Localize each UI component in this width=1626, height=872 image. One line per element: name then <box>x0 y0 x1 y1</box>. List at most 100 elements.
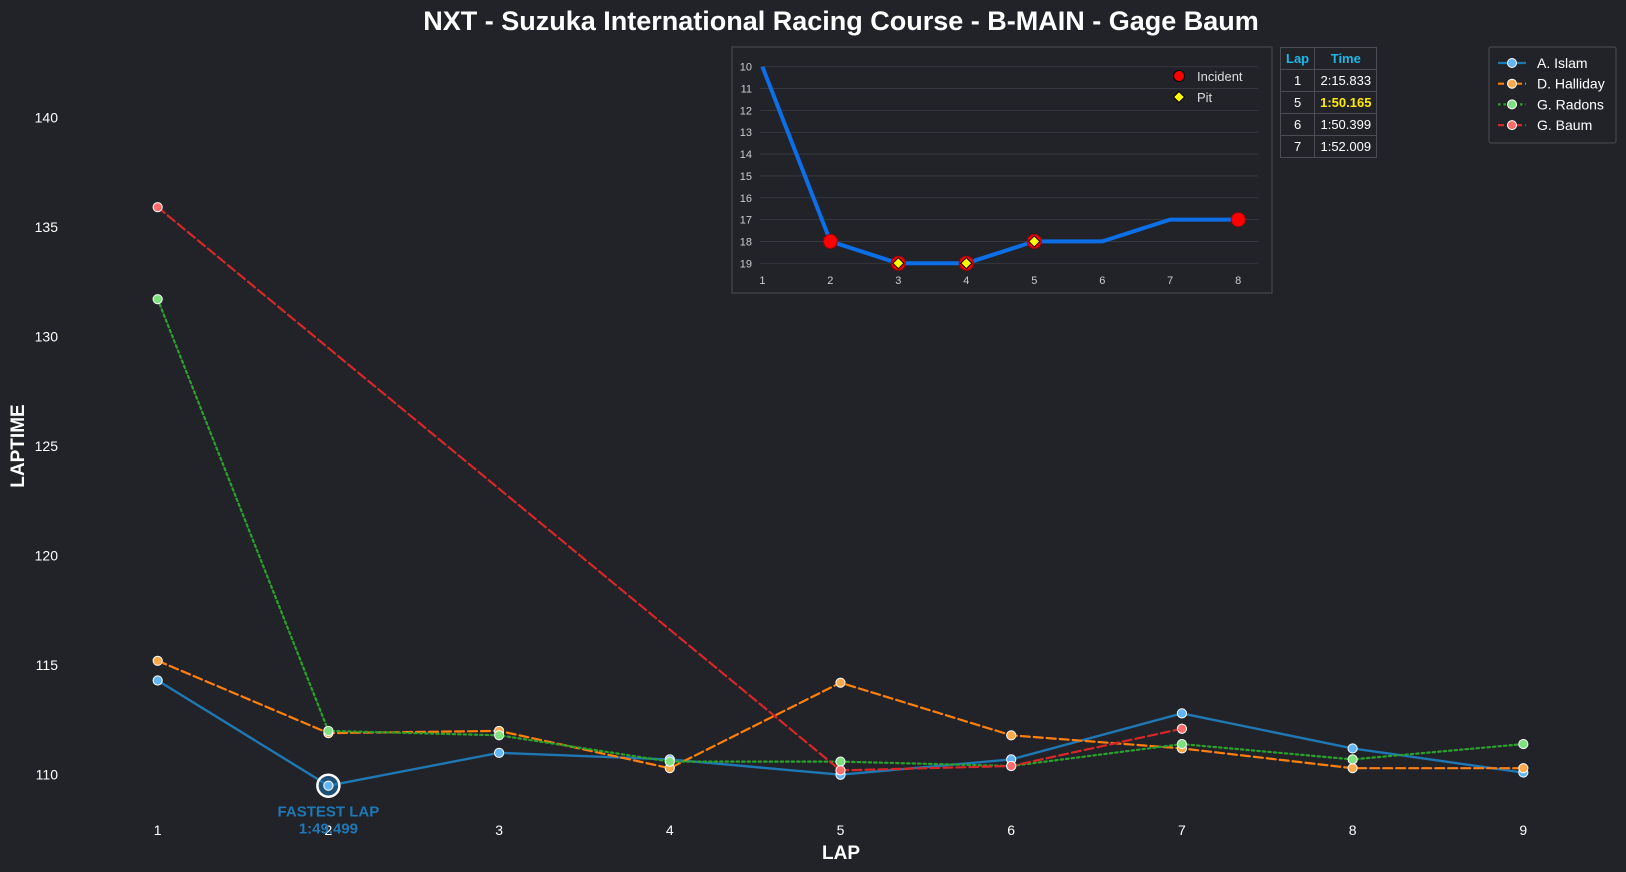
data-point <box>1347 743 1358 754</box>
lap-cell: 7 <box>1279 135 1316 158</box>
time-cell: 1:50.399 <box>1314 113 1378 136</box>
inset-y-tick-label: 11 <box>741 84 752 96</box>
inset-legend-pit-marker <box>1172 90 1186 104</box>
lap-cell: 1 <box>1279 69 1316 92</box>
inset-y-tick-label: 19 <box>740 258 752 270</box>
data-point <box>323 725 334 737</box>
inset-x-tick-label: 7 <box>1167 275 1173 287</box>
table-row: 1 2:15.833 <box>1279 69 1378 92</box>
fastest-lap-label: FASTEST LAP <box>278 804 380 821</box>
table-row: 6 1:50.399 <box>1279 113 1378 136</box>
series-g-radons <box>152 294 1529 772</box>
inset-legend-incident-marker <box>1173 70 1185 82</box>
legend-item: G. Baum <box>1537 117 1592 133</box>
legend-swatch-marker <box>1507 99 1517 110</box>
time-cell: 2:15.833 <box>1314 69 1378 92</box>
data-point <box>1347 754 1358 765</box>
incident-marker <box>1230 212 1246 228</box>
data-point <box>1006 760 1017 772</box>
y-tick-label: 140 <box>35 109 59 125</box>
inset-legend-pit: Pit <box>1197 90 1213 105</box>
inset-y-tick-label: 18 <box>740 236 752 248</box>
x-tick-label: 3 <box>495 822 503 838</box>
legend-item: A. Islam <box>1537 55 1588 71</box>
inset-y-tick-label: 12 <box>740 105 752 117</box>
incident-marker <box>822 233 838 249</box>
fastest-lap-point <box>323 780 334 791</box>
x-tick-labels: 1 2 3 4 5 6 7 8 9 <box>154 822 1528 838</box>
series-line <box>156 206 1184 772</box>
legend-swatch-marker <box>1507 120 1517 131</box>
table-header-row: Lap Time <box>1279 47 1378 70</box>
inset-legend-incident: Incident <box>1197 69 1243 84</box>
table-row: 5 1:50.165 <box>1279 91 1378 114</box>
data-point <box>493 730 505 741</box>
pit-marker <box>960 257 973 270</box>
y-tick-label: 135 <box>35 219 59 235</box>
y-axis-label: LAPTIME <box>8 404 29 487</box>
inset-y-tick-label: 14 <box>740 149 752 161</box>
inset-y-tick-label: 15 <box>740 171 752 183</box>
data-point <box>835 765 846 776</box>
lap-times-table: Lap Time 1 2:15.833 5 1:50.165 6 1:50.39… <box>1279 47 1378 158</box>
data-point <box>152 202 163 213</box>
data-point <box>1518 738 1529 750</box>
data-point <box>1176 738 1188 750</box>
data-point <box>664 756 675 767</box>
best-time-cell: 1:50.165 <box>1314 91 1378 114</box>
data-point <box>1347 763 1358 774</box>
x-tick-label: 9 <box>1519 822 1527 838</box>
legend-item: D. Halliday <box>1537 76 1605 92</box>
x-tick-label: 5 <box>837 822 845 838</box>
x-tick-label: 7 <box>1178 822 1186 838</box>
driver-legend: A. Islam D. Halliday G. Radons G. Baum <box>1488 46 1617 144</box>
data-point <box>1176 708 1188 719</box>
legend-swatch-marker <box>1507 78 1517 89</box>
y-tick-label: 110 <box>36 767 59 783</box>
x-axis-label: LAP <box>822 843 860 864</box>
table-row: 7 1:52.009 <box>1279 135 1378 158</box>
inset-x-tick-label: 2 <box>827 275 833 287</box>
inset-x-tick-label: 5 <box>1031 275 1037 287</box>
lap-cell: 6 <box>1279 113 1316 136</box>
inset-y-tick-label: 17 <box>740 215 752 227</box>
data-point <box>493 747 505 758</box>
pit-marker <box>892 257 905 270</box>
data-point <box>152 655 163 666</box>
y-tick-label: 120 <box>35 548 59 564</box>
inset-y-tick-label: 10 <box>740 62 752 74</box>
header-time: Time <box>1314 47 1378 70</box>
series-g-baum <box>152 202 1188 776</box>
inset-frame <box>731 46 1273 294</box>
y-tick-label: 130 <box>35 328 59 344</box>
inset-y-tick-label: 16 <box>740 193 752 205</box>
data-point <box>152 675 163 686</box>
position-line <box>760 65 1239 266</box>
data-point <box>835 756 846 767</box>
inset-x-tick-label: 6 <box>1099 275 1105 287</box>
header-lap: Lap <box>1279 47 1316 70</box>
inset-y-tick-label: 13 <box>740 127 752 139</box>
x-tick-label: 1 <box>154 822 162 838</box>
pit-marker <box>1028 235 1041 248</box>
data-point <box>1518 763 1529 774</box>
inset-x-tick-label: 1 <box>759 275 765 287</box>
y-tick-label: 125 <box>35 438 59 454</box>
lap-cell: 5 <box>1279 91 1316 114</box>
inset-x-tick-label: 8 <box>1235 275 1241 287</box>
legend-swatch-marker <box>1507 58 1517 68</box>
data-point <box>1006 730 1017 741</box>
fastest-lap-time: 1:49.499 <box>299 821 358 838</box>
y-tick-labels: 110 115 120 125 130 135 140 <box>35 109 59 782</box>
x-tick-label: 2 <box>324 822 332 838</box>
inset-x-tick-label: 3 <box>895 275 901 287</box>
data-point <box>152 294 163 305</box>
data-point <box>1176 723 1188 734</box>
legend-box <box>1488 46 1617 144</box>
data-point <box>835 677 846 688</box>
time-cell: 1:52.009 <box>1314 135 1378 158</box>
x-tick-label: 6 <box>1007 822 1015 838</box>
